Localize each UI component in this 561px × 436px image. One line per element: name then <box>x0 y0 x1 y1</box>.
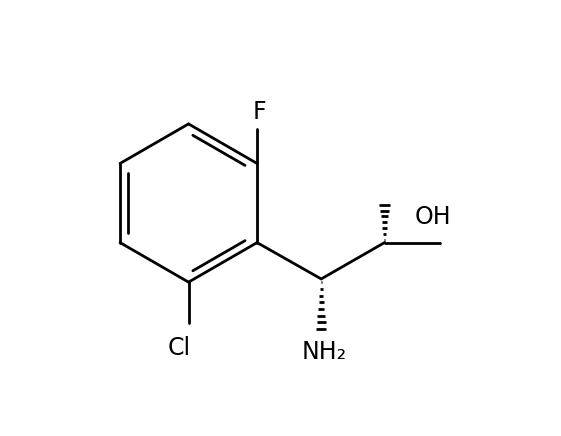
Text: NH₂: NH₂ <box>302 340 347 364</box>
Text: OH: OH <box>415 205 451 229</box>
Text: Cl: Cl <box>168 336 191 360</box>
Text: F: F <box>252 100 266 124</box>
